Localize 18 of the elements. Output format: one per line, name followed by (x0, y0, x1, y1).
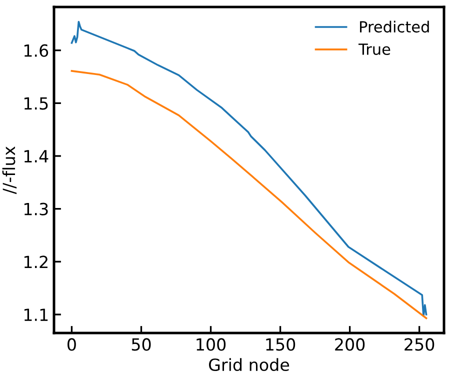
x-tick-label: 0 (68, 338, 76, 351)
line-series (70, 70, 428, 320)
y-axis-title: //-flux (2, 146, 17, 194)
legend-label: True (358, 44, 390, 55)
y-tick-label: 1.5 (24, 97, 48, 110)
x-tick-label: 250 (404, 338, 434, 351)
y-tick-label: 1.4 (24, 150, 48, 162)
y-tick-label: 1.6 (24, 44, 48, 57)
y-tick-label: 1.3 (24, 202, 48, 216)
x-tick-label: 100 (196, 338, 226, 351)
x-tick-label: 50 (132, 338, 151, 351)
x-axis-title: Grid node (209, 358, 290, 372)
y-tick-label: 1.2 (24, 256, 48, 268)
x-tick-label: 150 (266, 338, 296, 351)
y-tick-label: 1.1 (24, 308, 48, 321)
legend-label: Predicted (360, 20, 429, 33)
line-series (70, 20, 428, 317)
x-tick-label: 200 (335, 338, 365, 351)
